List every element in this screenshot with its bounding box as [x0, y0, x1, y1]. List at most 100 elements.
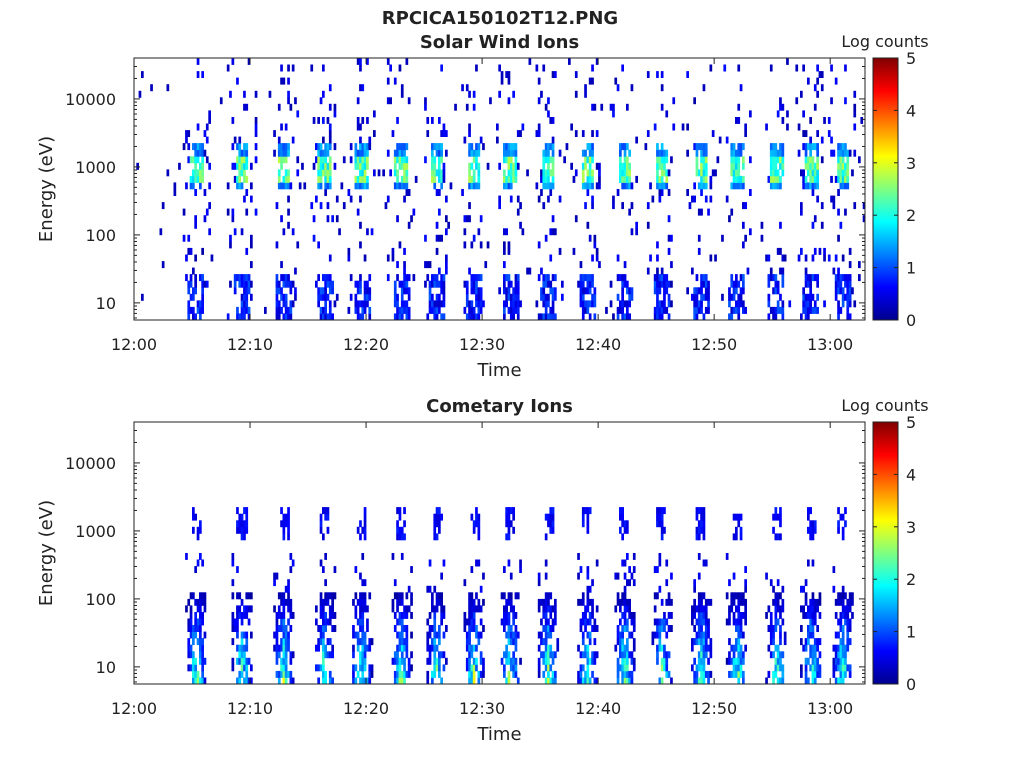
heatmap-cell: [772, 162, 775, 170]
heatmap-cell: [405, 162, 409, 170]
heatmap-cell: [361, 169, 365, 177]
heatmap-cell: [245, 592, 249, 600]
heatmap-cell: [503, 280, 506, 288]
heatmap-cell: [628, 313, 631, 321]
heatmap-cell: [505, 143, 508, 151]
heatmap-cell: [282, 228, 286, 236]
heatmap-cell: [282, 670, 286, 678]
heatmap-cell: [363, 513, 367, 521]
heatmap-cell: [735, 638, 738, 646]
heatmap-cell: [386, 195, 390, 203]
heatmap-cell: [700, 670, 703, 678]
heatmap-cell: [463, 579, 467, 587]
heatmap-cell: [199, 553, 202, 560]
heatmap-cell: [772, 169, 775, 177]
heatmap-cell: [187, 306, 191, 314]
heatmap-cell: [428, 612, 432, 619]
heatmap-cell: [331, 677, 334, 685]
heatmap-cell: [544, 143, 548, 151]
heatmap-cell: [551, 136, 555, 144]
heatmap-cell: [289, 103, 293, 111]
heatmap-cell: [294, 267, 297, 275]
heatmap-cell: [440, 598, 443, 606]
heatmap-cell: [245, 300, 249, 308]
heatmap-cell: [400, 598, 404, 606]
heatmap-cell: [779, 182, 782, 190]
heatmap-cell: [463, 612, 467, 619]
heatmap-cell: [189, 280, 193, 288]
heatmap-cell: [586, 526, 590, 534]
heatmap-cell: [509, 507, 513, 515]
heatmap-cell: [584, 618, 587, 626]
heatmap-cell: [503, 287, 506, 295]
heatmap-cell: [192, 664, 195, 672]
heatmap-cell: [848, 625, 852, 632]
heatmap-cell: [697, 664, 701, 672]
heatmap-cell: [846, 274, 850, 282]
heatmap-cell: [839, 664, 843, 672]
heatmap-cell: [621, 644, 624, 652]
heatmap-cell: [593, 677, 597, 685]
heatmap-cell: [844, 274, 847, 282]
heatmap-cell: [691, 293, 694, 301]
y-axis-label: Energy (eV): [36, 136, 57, 242]
heatmap-cell: [735, 149, 738, 157]
heatmap-cell: [554, 228, 557, 236]
heatmap-cell: [616, 677, 620, 685]
heatmap-cell: [737, 657, 741, 665]
heatmap-cell: [236, 644, 239, 652]
heatmap-cell: [588, 143, 592, 151]
heatmap-cell: [697, 169, 701, 177]
heatmap-cell: [551, 670, 555, 678]
heatmap-cell: [280, 143, 283, 151]
heatmap-cell: [442, 123, 446, 131]
heatmap-cell: [656, 306, 659, 314]
heatmap-cell: [368, 592, 372, 600]
heatmap-cell: [737, 143, 741, 151]
heatmap-cell: [809, 644, 812, 652]
heatmap-cell: [505, 513, 508, 521]
colorbar-tick-label: 4: [906, 101, 916, 120]
heatmap-cell: [322, 507, 325, 515]
heatmap-cell: [440, 612, 443, 619]
heatmap-cell: [621, 533, 624, 541]
heatmap-cell: [535, 182, 539, 190]
heatmap-cell: [588, 274, 592, 282]
heatmap-cell: [477, 638, 481, 646]
heatmap-cell: [512, 513, 515, 521]
heatmap-cell: [623, 644, 627, 652]
heatmap-cell: [435, 300, 439, 308]
heatmap-cell: [621, 625, 624, 632]
heatmap-cell: [400, 175, 404, 183]
heatmap-cell: [438, 280, 441, 288]
x-tick-label: 13:00: [807, 335, 853, 354]
heatmap-cell: [479, 287, 483, 295]
heatmap-cell: [410, 592, 413, 600]
heatmap-cell: [398, 513, 402, 521]
heatmap-cell: [268, 90, 272, 98]
heatmap-cell: [275, 638, 279, 646]
heatmap-cell: [335, 215, 339, 223]
heatmap-cell: [442, 280, 446, 288]
heatmap-cell: [540, 169, 543, 177]
heatmap-cell: [728, 670, 731, 678]
heatmap-cell: [656, 156, 659, 164]
heatmap-cell: [858, 261, 861, 269]
heatmap-cell: [366, 287, 369, 295]
heatmap-cell: [547, 143, 550, 151]
heatmap-cell: [315, 618, 318, 626]
panel-title: Cometary Ions: [426, 396, 573, 417]
heatmap-cell: [361, 579, 365, 587]
heatmap-cell: [811, 598, 815, 606]
heatmap-cell: [331, 287, 334, 295]
heatmap-cell: [398, 241, 402, 249]
heatmap-cell: [549, 520, 553, 528]
heatmap-cell: [240, 228, 244, 236]
heatmap-cell: [609, 300, 613, 308]
heatmap-cell: [702, 592, 706, 600]
heatmap-cell: [549, 182, 553, 190]
heatmap-cell: [837, 162, 840, 170]
heatmap-cell: [695, 670, 699, 678]
heatmap-cell: [769, 625, 773, 632]
heatmap-cell: [547, 605, 550, 613]
